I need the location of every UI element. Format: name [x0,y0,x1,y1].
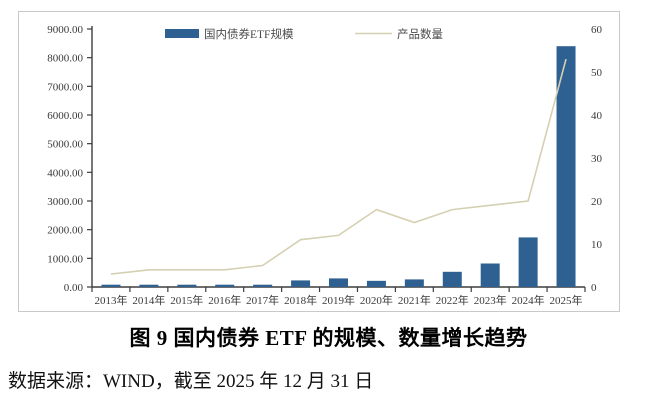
left-axis-tick-label: 6000.00 [47,110,83,122]
left-axis-tick-label: 7000.00 [47,81,83,93]
bar-2018年 [291,280,311,287]
left-axis-tick-label: 0.00 [64,282,84,294]
bar-2021年 [404,279,424,287]
left-axis-tick-label: 8000.00 [47,53,83,65]
bond-etf-combo-chart: 0.00 1000.00 2000.00 3000.00 4000.00 5000.00 6… [47,24,603,307]
left-axis-tick-label: 1000.00 [47,253,83,265]
right-axis-tick-label: 60 [591,24,603,36]
bar-2019年 [329,278,348,287]
right-axis-tick-label: 10 [591,239,603,251]
x-axis-category-label: 2024年 [512,293,545,307]
x-axis-category-label: 2025年 [550,293,583,307]
left-axis-tick-label: 3000.00 [47,196,83,208]
x-axis-category-label: 2015年 [170,293,203,307]
x-axis-category-label: 2020年 [360,293,393,307]
x-axis-category-label: 2021年 [398,293,431,307]
bar-2023年 [480,263,500,287]
bar-2014年 [139,284,159,287]
bar-2024年 [518,237,538,287]
x-axis-category-label: 2014年 [132,293,165,307]
x-axis-category-label: 2018年 [284,293,317,307]
bar-2013年 [101,284,121,287]
legend-line-label: 产品数量 [397,27,443,41]
x-axis-category-label: 2022年 [436,293,469,307]
x-axis-category-label: 2017年 [246,293,279,307]
bar-2020年 [366,280,386,287]
x-axis-category-label: 2016年 [208,293,241,307]
bar-2022年 [442,271,462,287]
figure-title: 图 9 国内债券 ETF 的规模、数量增长趋势 [129,326,528,350]
right-axis-tick-label: 50 [591,67,603,79]
left-axis-tick-label: 4000.00 [47,167,83,179]
right-axis-tick-label: 40 [591,110,603,122]
legend-bar-swatch [165,29,199,38]
left-axis-tick-label: 9000.00 [47,24,83,36]
right-axis-tick-label: 0 [591,282,597,294]
bar-2015年 [177,284,197,287]
right-axis-tick-label: 30 [591,153,603,165]
bar-2017年 [253,284,273,287]
right-axis-tick-label: 20 [591,196,603,208]
x-axis-category-label: 2019年 [322,293,355,307]
left-axis-tick-label: 2000.00 [47,225,83,237]
product-count-line [110,58,567,275]
legend-bar-label: 国内债券ETF规模 [204,27,294,41]
x-axis-category-label: 2023年 [474,293,507,307]
data-source-note: 数据来源：WIND，截至 2025 年 12 月 31 日 [8,371,374,392]
left-axis-tick-label: 5000.00 [47,139,83,151]
bar-2025年 [556,46,576,288]
x-axis-category-label: 2013年 [94,293,127,307]
bar-2016年 [215,284,235,287]
chart-frame: 0.00 1000.00 2000.00 3000.00 4000.00 5000.00 6… [18,11,620,312]
